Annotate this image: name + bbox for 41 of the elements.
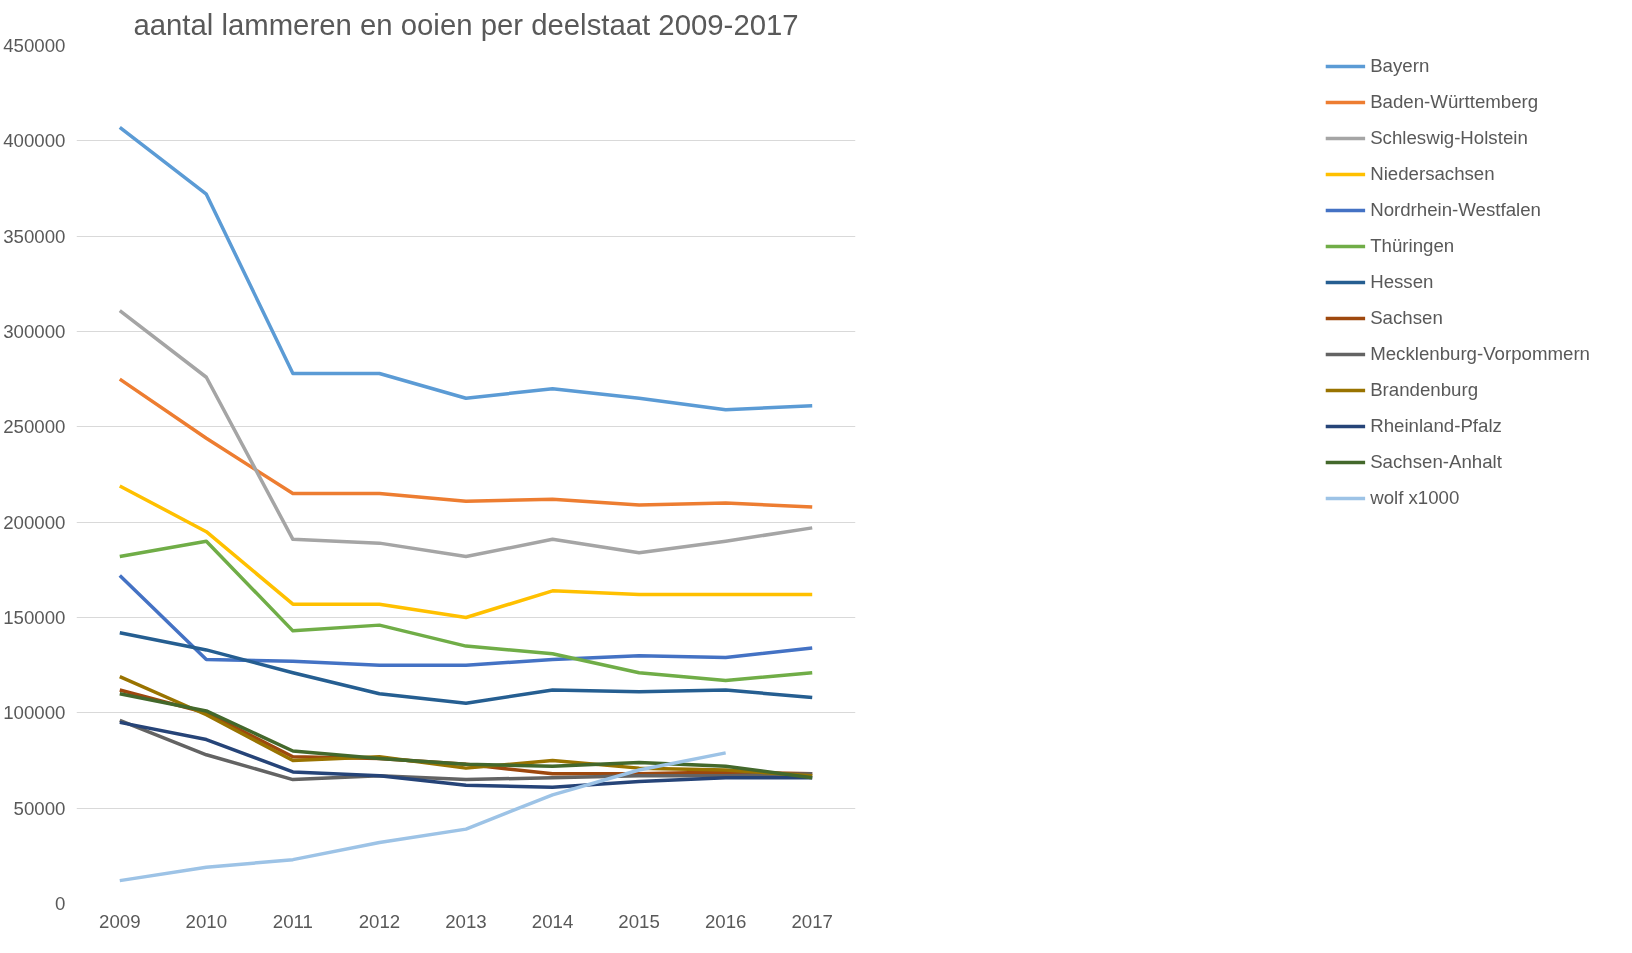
chart-title: aantal lammeren en ooien per deelstaat 2009-2017 [133, 7, 799, 41]
legend-label: Hessen [1370, 271, 1434, 293]
y-tick-label: 0 [55, 893, 66, 914]
line-series [118, 484, 814, 620]
legend-label: Schleswig-Holstein [1370, 127, 1528, 149]
line-series [118, 377, 814, 509]
y-tick-label: 100000 [3, 702, 66, 724]
y-tick-label: 300000 [3, 321, 66, 342]
legend-label: Brandenburg [1370, 379, 1479, 401]
legend-label: Mecklenburg-Vorpommern [1370, 343, 1590, 365]
x-tick-label: 2009 [99, 910, 141, 932]
y-tick-label: 50000 [13, 797, 66, 819]
y-tick-label: 350000 [3, 225, 66, 247]
y-tick-label: 150000 [3, 607, 66, 628]
y-tick-label: 450000 [3, 35, 66, 56]
y-tick-label: 250000 [3, 416, 66, 438]
line-series [118, 125, 814, 412]
x-tick-label: 2014 [531, 910, 574, 932]
line-series [118, 751, 728, 883]
legend-label: wolf x1000 [1370, 487, 1460, 509]
y-tick-label: 400000 [3, 130, 66, 152]
x-tick-label: 2011 [272, 910, 313, 932]
line-series [118, 308, 814, 559]
x-tick-label: 2010 [185, 910, 228, 932]
legend-label: Bayern [1370, 55, 1430, 77]
line-series [118, 573, 814, 667]
legend-label: Rheinland-Pfalz [1370, 415, 1502, 437]
legend-label: Nordrhein-Westfalen [1370, 199, 1541, 221]
x-tick-label: 2016 [704, 910, 747, 932]
legend-label: Niedersachsen [1370, 163, 1495, 185]
line-series [118, 539, 814, 683]
legend-label: Sachsen [1370, 307, 1443, 329]
legend-label: Thüringen [1370, 235, 1455, 257]
x-tick-label: 2013 [445, 910, 487, 932]
y-tick-label: 200000 [3, 511, 66, 533]
x-tick-label: 2015 [618, 910, 660, 932]
x-tick-label: 2012 [358, 910, 401, 932]
x-tick-label: 2017 [791, 910, 833, 932]
legend-label: Sachsen-Anhalt [1370, 451, 1502, 473]
line-series [118, 631, 814, 706]
legend-label: Baden-Württemberg [1370, 91, 1539, 113]
